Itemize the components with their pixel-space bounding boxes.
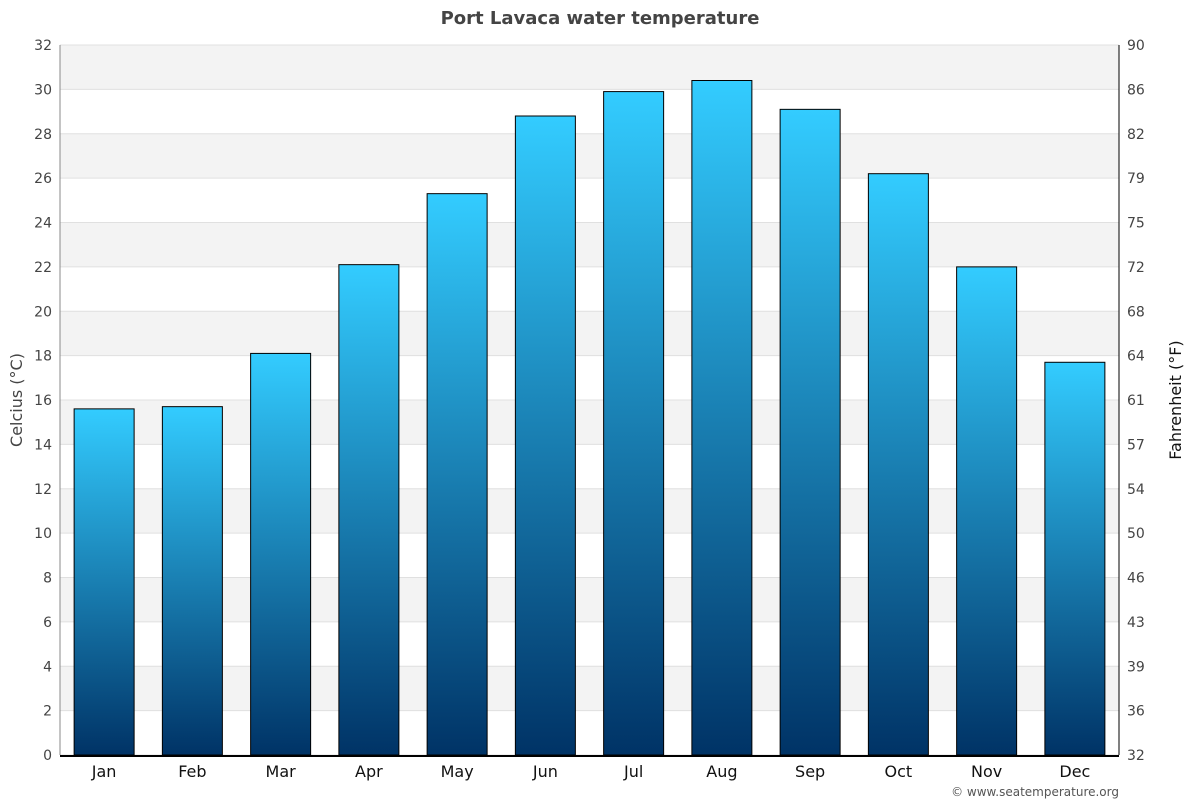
bar-may [426,193,488,756]
bar-jan [73,408,135,756]
credit: © www.seatemperature.org [951,785,1119,799]
grid-band [60,400,1119,445]
bar-feb [161,406,223,756]
x-tick-label: Dec [1059,762,1090,781]
x-tick-label: Jun [532,762,558,781]
y-tick-label: 2 [43,704,52,720]
x-tick-label: Jul [623,762,643,781]
y-right-tick-label: 86 [1127,82,1145,98]
y-right-tick-label: 32 [1127,748,1145,764]
y-right-tick-label: 64 [1127,349,1145,365]
y-tick-label: 0 [43,748,52,764]
y-tick-label: 22 [34,260,52,276]
grid-band [60,311,1119,356]
chart-title: Port Lavaca water temperature [441,8,760,29]
y-right-tick-label: 82 [1127,127,1145,143]
x-tick-label: Apr [355,762,383,781]
bar-oct [867,173,929,756]
y-tick-label: 32 [34,38,52,54]
y-axis-right-label: Fahrenheit (°F) [1166,340,1185,459]
y-tick-label: 12 [34,482,52,498]
grid-band [60,577,1119,622]
y-tick-label: 4 [43,659,52,675]
y-right-tick-label: 50 [1127,526,1145,542]
y-tick-label: 10 [34,526,52,542]
bar-jul [603,91,665,756]
y-right-tick-label: 36 [1127,704,1145,720]
y-tick-label: 14 [34,437,52,453]
y-right-tick-label: 57 [1127,437,1145,453]
y-tick-label: 8 [43,571,52,587]
x-tick-label: Aug [706,762,737,781]
grid-band [60,666,1119,711]
bar-aug [691,80,753,756]
y-right-tick-label: 90 [1127,38,1145,54]
bar-mar [250,352,312,756]
y-right-tick-label: 72 [1127,260,1145,276]
grid-band [60,133,1119,179]
x-tick-label: Nov [971,762,1002,781]
y-tick-label: 30 [34,82,52,98]
y-right-tick-label: 54 [1127,482,1145,498]
y-right-tick-label: 43 [1127,615,1145,631]
x-tick-label: Jan [91,762,117,781]
y-right-tick-label: 79 [1127,171,1145,187]
grid-band [60,45,1119,90]
x-tick-label: Oct [885,762,913,781]
x-tick-label: Sep [795,762,825,781]
bar-sep [779,108,841,756]
bar-dec [1044,361,1106,756]
y-axis-label: Celcius (°C) [7,353,26,447]
grid-band [60,488,1119,534]
y-tick-label: 28 [34,127,52,143]
y-right-tick-label: 61 [1127,393,1145,409]
y-right-tick-label: 46 [1127,571,1145,587]
bar-nov [956,266,1018,756]
x-tick-label: Feb [178,762,206,781]
bar-jun [514,115,576,756]
y-tick-label: 20 [34,304,52,320]
grid-band [60,222,1119,267]
y-right-tick-label: 39 [1127,659,1145,675]
y-tick-label: 6 [43,615,52,631]
x-tick-label: May [441,762,474,781]
y-tick-label: 18 [34,349,52,365]
x-tick-label: Mar [266,762,297,781]
y-right-tick-label: 75 [1127,216,1145,232]
bar-apr [338,264,400,756]
y-tick-label: 26 [34,171,52,187]
y-tick-label: 16 [34,393,52,409]
y-tick-label: 24 [34,216,52,232]
y-right-tick-label: 68 [1127,304,1145,320]
